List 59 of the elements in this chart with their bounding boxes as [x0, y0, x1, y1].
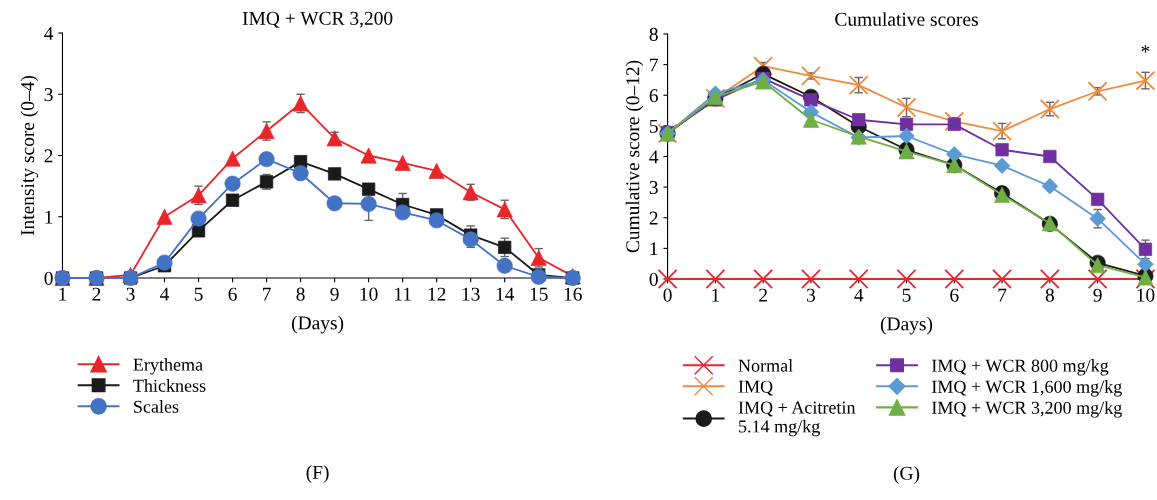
- x-tick-label: 10: [360, 287, 378, 301]
- x-tick-label: 9: [1093, 288, 1102, 302]
- legend-label: IMQ + WCR 3,200 mg/kg: [931, 401, 1122, 418]
- y-tick-label: 0: [649, 272, 658, 286]
- chart-title: Cumulative scores: [835, 12, 978, 26]
- x-tick-label: 14: [496, 287, 515, 301]
- x-tick-label: 8: [1045, 288, 1054, 302]
- x-tick-label: 7: [998, 288, 1007, 302]
- x-tick-label: 11: [394, 287, 411, 301]
- x-tick-label: 3: [126, 287, 135, 301]
- y-tick-label: 3: [649, 181, 658, 195]
- y-tick-label: 2: [44, 149, 53, 163]
- x-tick-label: 5: [902, 288, 911, 302]
- x-tick-label: 10: [1137, 288, 1155, 302]
- legend-label: Erythema: [133, 358, 203, 375]
- y-axis-title: Cumulative score (0–12): [625, 60, 644, 253]
- x-tick-label: 2: [92, 287, 101, 301]
- y-tick-label: 5: [649, 119, 658, 133]
- x-tick-label: 8: [296, 287, 305, 301]
- text: (G): [893, 466, 920, 484]
- x-tick-label: 1: [59, 287, 67, 301]
- x-tick-label: 6: [228, 287, 237, 301]
- x-tick-label: 0: [663, 288, 672, 302]
- x-tick-label: 4: [854, 288, 864, 302]
- x-tick-label: 2: [759, 288, 767, 302]
- x-tick-label: 6: [950, 288, 959, 302]
- annotation: *: [1141, 45, 1150, 53]
- x-tick-label: 7: [262, 287, 271, 301]
- legend-label: IMQ + Acitretin 5.14 mg/kg: [738, 401, 856, 437]
- y-tick-label: 8: [649, 27, 658, 41]
- legend-label: Normal: [738, 359, 793, 372]
- y-tick-label: 2: [649, 211, 658, 225]
- x-tick-label: 1: [712, 288, 720, 302]
- y-axis-title: Intensity score (0–4): [20, 75, 39, 236]
- y-tick-label: 4: [44, 26, 54, 40]
- x-tick-label: 4: [160, 287, 170, 301]
- legend-label: Thickness: [133, 379, 206, 392]
- y-tick-label: 0: [44, 271, 53, 285]
- x-tick-label: 15: [530, 287, 548, 301]
- y-tick-label: 1: [650, 242, 658, 256]
- x-tick-label: 13: [462, 287, 480, 301]
- x-tick-label: 12: [428, 287, 446, 301]
- x-axis-title: (Days): [291, 315, 344, 334]
- x-tick-label: 9: [330, 287, 339, 301]
- legend-label: IMQ: [738, 380, 773, 396]
- legend-label: Scales: [134, 400, 179, 413]
- legend-label: IMQ + WCR 800 mg/kg: [931, 359, 1109, 376]
- y-tick-label: 4: [649, 150, 659, 164]
- y-tick-label: 1: [45, 210, 53, 224]
- y-tick-label: 7: [650, 58, 658, 72]
- text: (F): [306, 465, 329, 483]
- legend-label: IMQ + WCR 1,600 mg/kg: [931, 380, 1122, 397]
- x-tick-label: 16: [564, 287, 582, 301]
- x-tick-label: 3: [807, 288, 816, 302]
- x-tick-label: 5: [194, 287, 203, 301]
- y-tick-label: 3: [44, 88, 53, 102]
- y-tick-label: 6: [649, 89, 658, 103]
- x-axis-title: (Days): [880, 316, 933, 335]
- chart-title: IMQ + WCR 3,200: [242, 11, 393, 28]
